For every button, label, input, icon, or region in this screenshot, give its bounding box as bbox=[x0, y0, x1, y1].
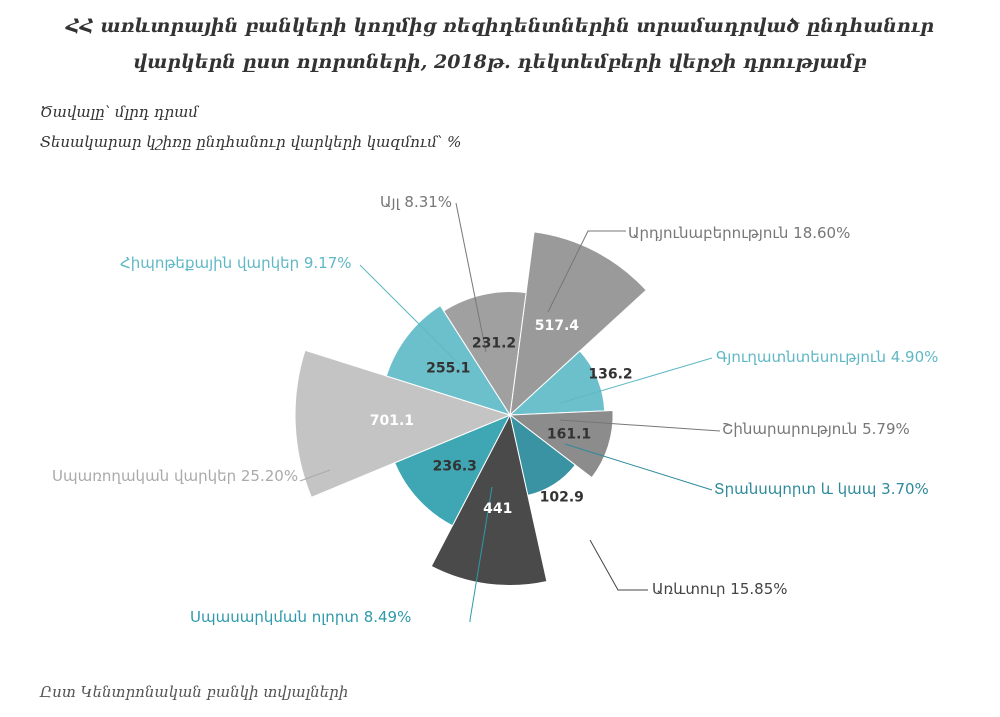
value-label-8: 255.1 bbox=[426, 361, 470, 377]
category-share-1: 18.60% bbox=[793, 224, 850, 242]
wedge-5 bbox=[430, 413, 548, 586]
category-share-9: 8.31% bbox=[404, 193, 452, 211]
source-note: Ըստ Կենտրոնական բանկի տվյալների bbox=[40, 683, 349, 701]
category-share-2: 4.90% bbox=[891, 348, 939, 366]
value-labels: 517.4 136.2 161.1 102.9 441 236.3 701.1 255.123… bbox=[370, 318, 633, 517]
category-name-3: Շինարարություն bbox=[722, 420, 862, 438]
value-label-5: 441 bbox=[483, 501, 512, 517]
category-label-6: Սպասարկման ոլորտ 8.49% bbox=[190, 608, 411, 626]
chart-title: ՀՀ առևտրային բանկերի կողմից ռեզիդենտների… bbox=[0, 8, 1000, 80]
category-labels: Արդյունաբերություն 18.60% Գյուղատնտեսությ… bbox=[52, 193, 938, 626]
wedge-6 bbox=[394, 414, 512, 527]
value-label-7: 701.1 bbox=[370, 413, 414, 429]
value-label-1: 517.4 bbox=[535, 318, 580, 334]
leader-line-8 bbox=[359, 264, 461, 366]
category-share-5: 15.85% bbox=[730, 580, 787, 598]
wedge-8 bbox=[385, 304, 512, 416]
category-name-5: Առևտուր bbox=[652, 580, 730, 598]
category-name-9: Այլ bbox=[380, 193, 404, 211]
category-share-7: 25.20% bbox=[241, 467, 298, 485]
leader-line-1 bbox=[547, 230, 626, 313]
category-share-3: 5.79% bbox=[862, 420, 910, 438]
category-name-2: Գյուղատնտեսություն bbox=[716, 348, 891, 366]
category-label-8: Հիպոթեքային վարկեր 9.17% bbox=[120, 254, 352, 272]
category-share-4: 3.70% bbox=[881, 480, 929, 498]
leader-line-5 bbox=[589, 539, 648, 591]
subtitle-volume: Ծավալը՝ մլրդ դրամ bbox=[40, 103, 198, 121]
wedge-3 bbox=[508, 409, 614, 479]
value-label-3: 161.1 bbox=[547, 427, 591, 443]
leader-line-6 bbox=[469, 486, 493, 622]
category-name-6: Սպասարկման ոլորտ bbox=[190, 608, 364, 626]
leader-line-4 bbox=[564, 443, 713, 491]
leader-line-2 bbox=[559, 357, 713, 404]
value-label-4: 102.9 bbox=[540, 489, 584, 505]
category-share-6: 8.49% bbox=[364, 608, 412, 626]
category-name-7: Սպառողական վարկեր bbox=[52, 467, 241, 485]
wedge-7 bbox=[294, 349, 512, 498]
value-label-2: 136.2 bbox=[588, 366, 632, 382]
wedge-2 bbox=[508, 350, 606, 416]
leader-line-3 bbox=[559, 419, 721, 432]
wedge-1 bbox=[509, 231, 647, 417]
category-name-4: Տրանսպորտ և կապ bbox=[714, 480, 881, 498]
chart-title-line-1: ՀՀ առևտրային բանկերի կողմից ռեզիդենտների… bbox=[65, 15, 935, 37]
category-share-8: 9.17% bbox=[304, 254, 352, 272]
category-label-9: Այլ 8.31% bbox=[380, 193, 452, 211]
leader-lines bbox=[299, 202, 721, 622]
category-label-1: Արդյունաբերություն 18.60% bbox=[628, 224, 850, 242]
category-label-2: Գյուղատնտեսություն 4.90% bbox=[716, 348, 938, 366]
subtitle-share: Տեսակարար կշիռը ընդհանուր վարկերի կազմու… bbox=[40, 133, 462, 151]
category-label-3: Շինարարություն 5.79% bbox=[722, 420, 910, 438]
chart-title-line-2: վարկերն ըստ ոլորտների, 2018թ. դեկտեմբերի… bbox=[133, 51, 867, 73]
wedges bbox=[294, 231, 647, 586]
value-label-9: 231.2 bbox=[472, 336, 516, 352]
category-label-7: Սպառողական վարկեր 25.20% bbox=[52, 467, 298, 485]
leader-line-9 bbox=[455, 202, 487, 353]
category-label-5: Առևտուր 15.85% bbox=[652, 580, 788, 598]
category-label-4: Տրանսպորտ և կապ 3.70% bbox=[714, 480, 929, 498]
category-name-1: Արդյունաբերություն bbox=[628, 224, 793, 242]
category-name-8: Հիպոթեքային վարկեր bbox=[120, 254, 304, 272]
value-label-6: 236.3 bbox=[433, 459, 477, 475]
leader-line-7 bbox=[299, 469, 331, 482]
wedge-9 bbox=[443, 291, 527, 417]
